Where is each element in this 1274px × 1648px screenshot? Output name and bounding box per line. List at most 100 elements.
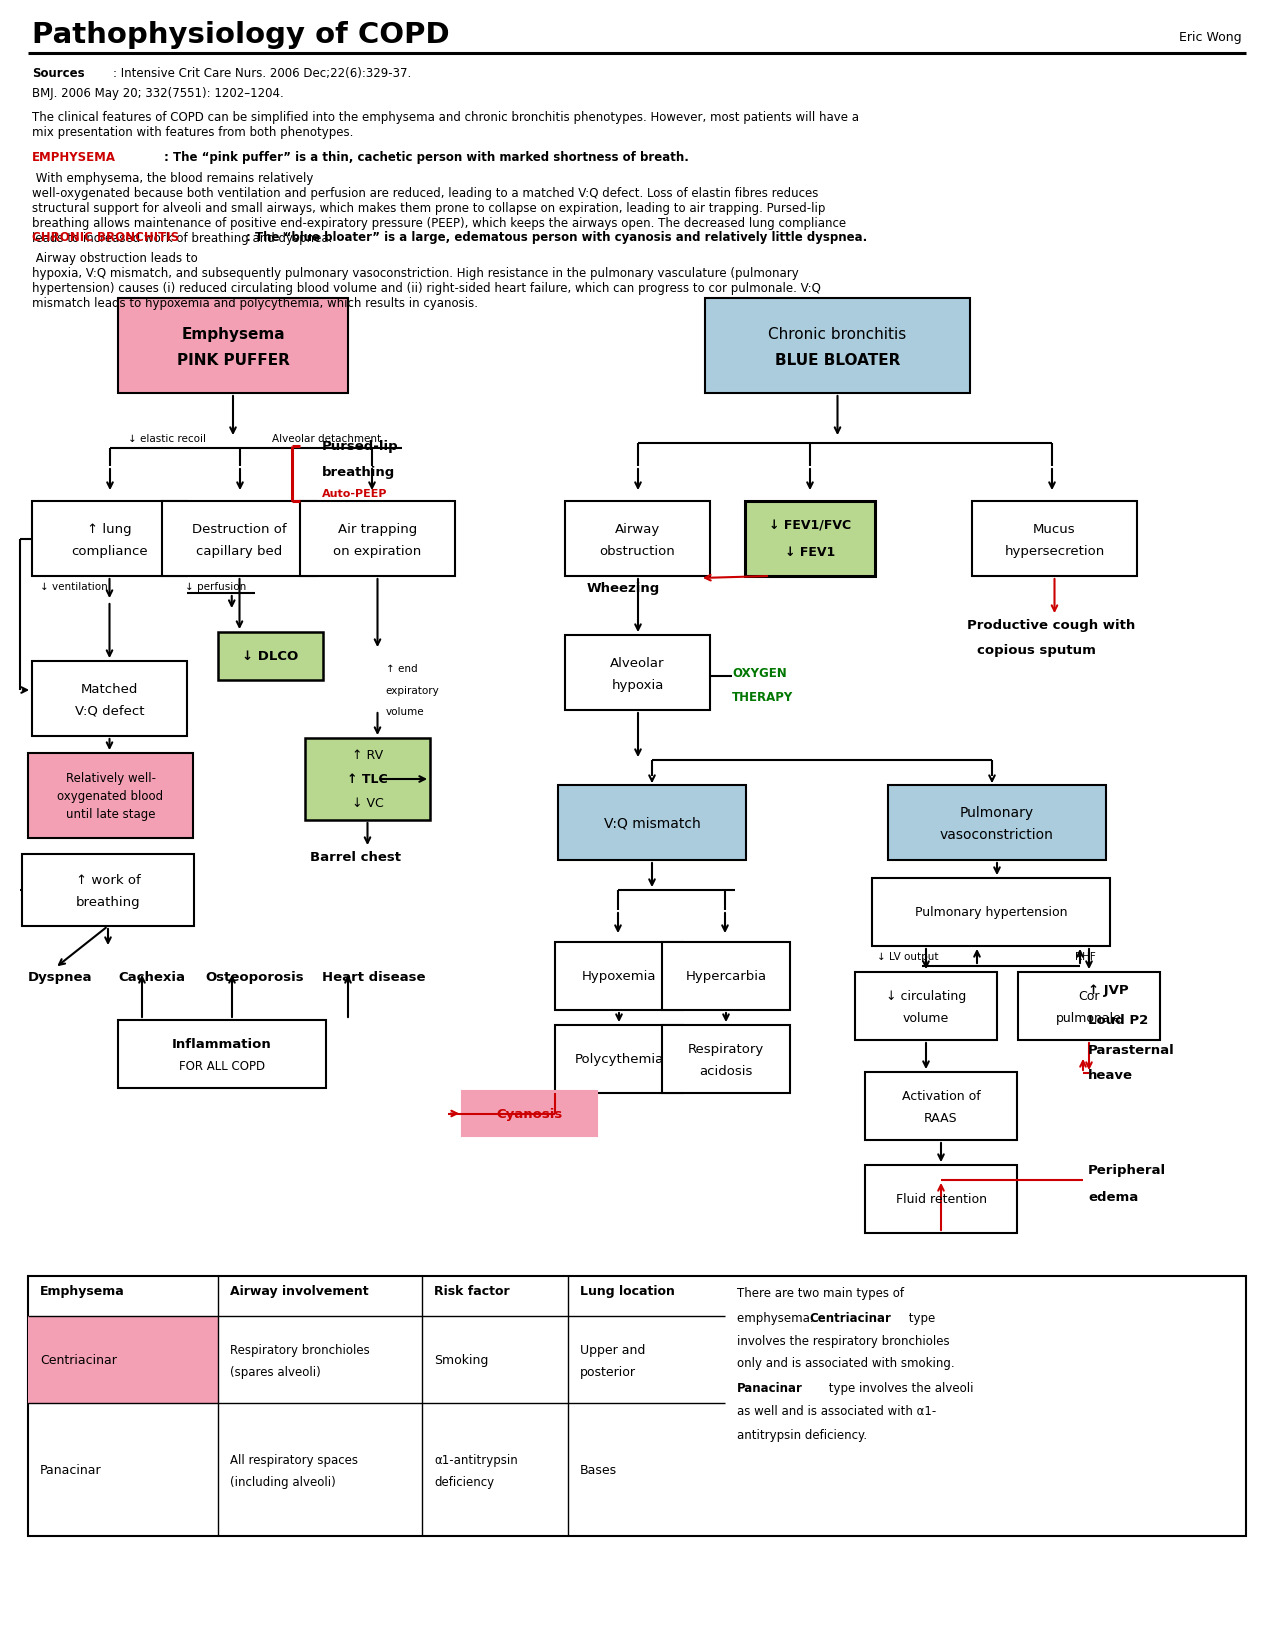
Text: Barrel chest: Barrel chest (310, 850, 401, 864)
FancyBboxPatch shape (28, 753, 192, 839)
Text: RHF: RHF (1075, 951, 1096, 961)
Text: Loud P2: Loud P2 (1088, 1014, 1148, 1027)
Text: hypoxia: hypoxia (612, 679, 664, 692)
FancyBboxPatch shape (28, 1317, 218, 1402)
Text: Peripheral: Peripheral (1088, 1163, 1166, 1177)
FancyBboxPatch shape (299, 501, 455, 577)
Text: Smoking: Smoking (434, 1353, 488, 1366)
Text: Bases: Bases (580, 1463, 617, 1477)
FancyBboxPatch shape (558, 786, 747, 860)
Text: Heart disease: Heart disease (322, 971, 426, 984)
Text: : The “blue bloater” is a large, edematous person with cyanosis and relatively l: : The “blue bloater” is a large, edemato… (246, 231, 868, 244)
Text: vasoconstriction: vasoconstriction (940, 827, 1054, 842)
FancyBboxPatch shape (662, 943, 790, 1010)
Text: heave: heave (1088, 1068, 1133, 1081)
FancyBboxPatch shape (32, 661, 187, 737)
Text: capillary bed: capillary bed (196, 545, 283, 557)
FancyBboxPatch shape (555, 943, 683, 1010)
Text: Mucus: Mucus (1033, 522, 1075, 536)
Text: antitrypsin deficiency.: antitrypsin deficiency. (736, 1429, 868, 1440)
Text: BLUE BLOATER: BLUE BLOATER (775, 353, 901, 368)
Text: ↓ VC: ↓ VC (352, 798, 383, 811)
Text: Airway: Airway (615, 522, 660, 536)
Text: The clinical features of COPD can be simplified into the emphysema and chronic b: The clinical features of COPD can be sim… (32, 110, 859, 138)
FancyBboxPatch shape (218, 633, 324, 681)
Text: breathing: breathing (75, 897, 140, 910)
Text: Lung location: Lung location (580, 1284, 675, 1297)
Text: compliance: compliance (71, 545, 148, 557)
Text: Alveolar: Alveolar (610, 656, 665, 669)
FancyBboxPatch shape (1018, 972, 1161, 1040)
Text: Upper and: Upper and (580, 1343, 646, 1356)
FancyBboxPatch shape (564, 501, 710, 577)
Text: Respiratory: Respiratory (688, 1043, 764, 1056)
FancyBboxPatch shape (22, 854, 194, 926)
Text: expiratory: expiratory (386, 686, 440, 695)
Text: Chronic bronchitis: Chronic bronchitis (768, 326, 907, 341)
Text: Alveolar detachment: Alveolar detachment (273, 433, 381, 443)
Text: hypersecretion: hypersecretion (1004, 545, 1105, 557)
FancyBboxPatch shape (865, 1073, 1017, 1140)
Text: All respiratory spaces: All respiratory spaces (231, 1454, 358, 1467)
Text: Centriacinar: Centriacinar (809, 1312, 891, 1325)
Text: ↑ end: ↑ end (386, 664, 417, 674)
Text: With emphysema, the blood remains relatively
well-oxygenated because both ventil: With emphysema, the blood remains relati… (32, 171, 846, 246)
Text: Osteoporosis: Osteoporosis (205, 971, 303, 984)
FancyBboxPatch shape (462, 1091, 598, 1137)
Text: RAAS: RAAS (924, 1112, 958, 1126)
Text: volume: volume (386, 707, 424, 717)
Text: : The “pink puffer” is a thin, cachetic person with marked shortness of breath.: : The “pink puffer” is a thin, cachetic … (164, 152, 689, 163)
FancyBboxPatch shape (871, 878, 1110, 946)
Text: (spares alveoli): (spares alveoli) (231, 1365, 321, 1378)
Text: EMPHYSEMA: EMPHYSEMA (32, 152, 116, 163)
Text: ↓ DLCO: ↓ DLCO (242, 649, 298, 662)
Text: Parasternal: Parasternal (1088, 1043, 1175, 1056)
FancyBboxPatch shape (855, 972, 998, 1040)
Text: ↑ TLC: ↑ TLC (348, 773, 387, 786)
Text: Pulmonary hypertension: Pulmonary hypertension (915, 906, 1068, 920)
Text: Panacinar: Panacinar (39, 1463, 102, 1477)
Text: pulmonale: pulmonale (1056, 1012, 1122, 1025)
Text: ↓ ventilation: ↓ ventilation (39, 582, 108, 592)
Text: V:Q defect: V:Q defect (75, 705, 144, 717)
Text: ↑ RV: ↑ RV (352, 750, 383, 761)
Text: Cachexia: Cachexia (118, 971, 185, 984)
Text: CHRONIC BRONCHITIS: CHRONIC BRONCHITIS (32, 231, 180, 244)
Text: Relatively well-: Relatively well- (65, 771, 155, 784)
FancyBboxPatch shape (662, 1025, 790, 1093)
FancyBboxPatch shape (888, 786, 1106, 860)
Text: deficiency: deficiency (434, 1475, 494, 1488)
Text: emphysema.: emphysema. (736, 1312, 818, 1325)
Text: Fluid retention: Fluid retention (896, 1193, 986, 1206)
Text: THERAPY: THERAPY (733, 691, 794, 704)
Text: ↓ FEV1: ↓ FEV1 (785, 545, 836, 559)
Text: FOR ALL COPD: FOR ALL COPD (178, 1060, 265, 1073)
Text: ↓ perfusion: ↓ perfusion (185, 582, 246, 592)
Text: : Intensive Crit Care Nurs. 2006 Dec;22(6):329-37.: : Intensive Crit Care Nurs. 2006 Dec;22(… (113, 68, 412, 81)
FancyBboxPatch shape (162, 501, 317, 577)
Text: ↓ FEV1/FVC: ↓ FEV1/FVC (769, 519, 851, 532)
Text: posterior: posterior (580, 1365, 636, 1378)
Text: V:Q mismatch: V:Q mismatch (604, 816, 701, 831)
Text: Auto-PEEP: Auto-PEEP (322, 489, 387, 499)
FancyBboxPatch shape (28, 1276, 1246, 1536)
Text: There are two main types of: There are two main types of (736, 1285, 905, 1299)
Text: type involves the alveoli: type involves the alveoli (826, 1381, 973, 1394)
Text: BMJ. 2006 May 20; 332(7551): 1202–1204.: BMJ. 2006 May 20; 332(7551): 1202–1204. (32, 87, 284, 101)
Text: volume: volume (903, 1012, 949, 1025)
FancyBboxPatch shape (304, 738, 431, 821)
Text: until late stage: until late stage (66, 808, 155, 821)
FancyBboxPatch shape (118, 298, 348, 394)
Text: Eric Wong: Eric Wong (1180, 31, 1242, 44)
FancyBboxPatch shape (865, 1165, 1017, 1233)
Text: Sources: Sources (32, 68, 84, 81)
FancyBboxPatch shape (118, 1020, 326, 1088)
Text: PINK PUFFER: PINK PUFFER (177, 353, 289, 368)
Text: Air trapping: Air trapping (338, 522, 417, 536)
Text: Airway obstruction leads to
hypoxia, V:Q mismatch, and subsequently pulmonary va: Airway obstruction leads to hypoxia, V:Q… (32, 252, 820, 310)
Text: Matched: Matched (80, 682, 138, 695)
Text: ↓ circulating: ↓ circulating (885, 990, 966, 1004)
FancyBboxPatch shape (972, 501, 1136, 577)
Text: only and is associated with smoking.: only and is associated with smoking. (736, 1356, 954, 1369)
Text: ↓ elastic recoil: ↓ elastic recoil (127, 433, 206, 443)
